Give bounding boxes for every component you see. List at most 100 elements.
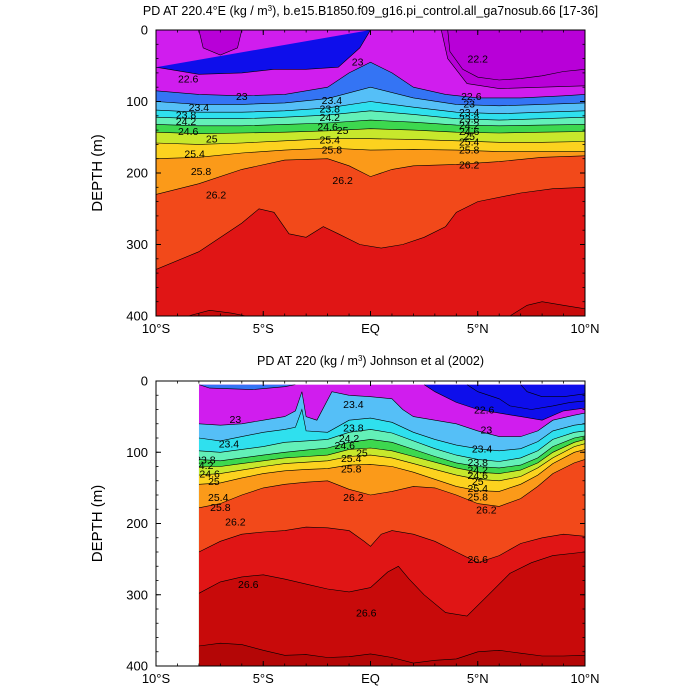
panel-2-contour-label: 23 bbox=[480, 424, 492, 436]
panel-2-contour-23 bbox=[198, 384, 296, 390]
panel-1-y-tick-label: 100 bbox=[126, 94, 148, 109]
panel-1-fill-22.6 bbox=[156, 30, 371, 75]
panel-2-contour-label: 23.8 bbox=[343, 422, 364, 434]
panel-2-contour-label: 23.4 bbox=[343, 399, 364, 411]
panel-1-contour-24.2 bbox=[156, 110, 585, 121]
panel-2-x-tick-label: EQ bbox=[361, 671, 380, 686]
panel-2-contour-label: 25 bbox=[472, 476, 484, 488]
panel-1-x-tick-label: EQ bbox=[361, 321, 380, 336]
panel-2-contour-label: 26.2 bbox=[225, 516, 246, 528]
panel-2-contour-24.2 bbox=[198, 429, 585, 462]
panel-2-contour-label: 24.6 bbox=[199, 469, 220, 481]
panel-2-contour-label: 24.2 bbox=[193, 460, 214, 472]
panel-2-contour-label: 25.8 bbox=[341, 464, 362, 476]
panel-1-contour-label: 23.8 bbox=[459, 114, 480, 126]
panel-1-contour-label: 26.2 bbox=[332, 175, 353, 187]
panel-1-fill-27 bbox=[188, 310, 247, 316]
panel-2-contour-25 bbox=[198, 439, 585, 474]
panel-1-contour-extra-27 bbox=[509, 301, 585, 316]
panel-2-contour-label: 26.6 bbox=[356, 608, 377, 620]
panel-1-contour-label: 23.8 bbox=[320, 104, 341, 116]
panel-1-contour-label: 23.4 bbox=[189, 102, 210, 114]
panel-1-contour-label: 24.2 bbox=[320, 112, 341, 124]
panel-1-contour-label: 26.2 bbox=[206, 189, 227, 201]
panel-1-contour-label: 25 bbox=[206, 134, 218, 146]
panel-1-contour-22.2 bbox=[198, 30, 243, 56]
panel-2-contour-label: 25.4 bbox=[208, 492, 229, 504]
panel-2-contour-26.2 bbox=[198, 459, 585, 509]
panel-2-contour-22.6 bbox=[466, 384, 585, 410]
panel-1-contour-label: 23 bbox=[236, 91, 248, 103]
panel-1-contour-26.2 bbox=[156, 155, 585, 195]
panel-1-contour-label: 24.6 bbox=[459, 126, 480, 138]
panel-1-contour-24.6 bbox=[156, 119, 585, 127]
panel-1-x-tick-label: 5°N bbox=[467, 321, 489, 336]
panel-1-x-tick-label: 5°S bbox=[253, 321, 274, 336]
panel-2-fill-27.4 bbox=[198, 643, 585, 666]
panel-1-contour-label: 22.2 bbox=[468, 54, 489, 66]
panel-1-contour-25.4 bbox=[156, 138, 585, 145]
panel-1-contour-label: 24.2 bbox=[459, 120, 480, 132]
panel-2-contour-label: 26.6 bbox=[238, 579, 259, 591]
panel-2-contour-label: 23.4 bbox=[219, 439, 240, 451]
panel-2: 2323.423.824.224.62525.425.826.223.423.8… bbox=[89, 354, 600, 687]
panel-2-x-tick-label: 5°N bbox=[467, 671, 489, 686]
panel-1-contour-label: 23 bbox=[463, 99, 475, 111]
panel-2-contour-label: 23.4 bbox=[472, 444, 493, 456]
panel-2-contour-24.6 bbox=[198, 435, 585, 469]
panel-2-contour-22.2 bbox=[520, 384, 585, 398]
panel-1-y-tick-label: 200 bbox=[126, 166, 148, 181]
panel-1-y-axis-label: DEPTH (m) bbox=[89, 134, 106, 212]
panel-2-contour-label: 23.8 bbox=[195, 454, 216, 466]
panel-1-contour-label: 24.2 bbox=[176, 116, 197, 128]
panel-2-contour-label: 23 bbox=[230, 414, 242, 426]
panel-1-contour-label: 25.4 bbox=[320, 134, 341, 146]
panel-1-contour-23.4 bbox=[156, 86, 585, 107]
panel-2-contour-label: 24.6 bbox=[335, 440, 356, 452]
panel-2-y-tick-label: 0 bbox=[141, 374, 148, 389]
panel-2-contour-label: 25.4 bbox=[468, 483, 489, 495]
panel-2-x-tick-label: 5°S bbox=[253, 671, 274, 686]
panel-1-contour-25.8 bbox=[156, 147, 585, 159]
panel-2-contour-label: 24.2 bbox=[339, 433, 360, 445]
panel-1-contour-label: 25.4 bbox=[184, 149, 205, 161]
panel-1-contour-label: 25 bbox=[463, 131, 475, 143]
panel-2-contour-27.4 bbox=[198, 642, 585, 664]
panel-2-x-tick-label: 10°S bbox=[142, 671, 171, 686]
panel-1-contour-23 bbox=[156, 61, 585, 99]
panel-1-contour-26.6 bbox=[156, 187, 585, 270]
panel-1-contour-label: 23.8 bbox=[176, 109, 197, 121]
panel-1-contour-22.6 bbox=[156, 30, 371, 75]
panel-2-contour-label: 25.8 bbox=[210, 502, 231, 514]
panel-2-field: 2323.423.824.224.62525.425.826.223.423.8… bbox=[193, 384, 585, 666]
panel-2-contour-label: 23.8 bbox=[468, 457, 489, 469]
panel-2-contour-label: 25.8 bbox=[468, 491, 489, 503]
panel-1-contour-label: 25.8 bbox=[459, 144, 480, 156]
panel-1-contour-label: 25.8 bbox=[322, 144, 343, 156]
panel-1-fill-extra-22.6 bbox=[441, 30, 585, 89]
panel-2-contour-label: 26.6 bbox=[468, 554, 489, 566]
panel-1-contour-label: 25.8 bbox=[191, 166, 212, 178]
panel-1-contour-extra-22.2 bbox=[447, 30, 585, 81]
panel-1-contour-extra-22.6 bbox=[441, 30, 585, 89]
panel-2-title: PD AT 220 (kg / m3) Johnson et al (2002) bbox=[257, 354, 484, 369]
panel-1-contour-label: 26.2 bbox=[459, 159, 480, 171]
panel-1-y-tick-label: 0 bbox=[141, 23, 148, 38]
panel-1-contour-label: 23.4 bbox=[322, 95, 343, 107]
panel-2-contour-23.8 bbox=[198, 408, 585, 452]
panel-1-y-tick-label: 400 bbox=[126, 309, 148, 324]
panel-2-contour-25.4 bbox=[198, 443, 585, 482]
panel-2-contour-27 bbox=[198, 551, 585, 617]
panel-2-contour-26.6 bbox=[198, 526, 585, 564]
panel-2-contour-label: 24.2 bbox=[468, 464, 489, 476]
panel-2-y-tick-label: 100 bbox=[126, 445, 148, 460]
panel-1-x-tick-label: 10°N bbox=[570, 321, 599, 336]
panel-2-y-tick-label: 400 bbox=[126, 659, 148, 674]
panel-2-y-tick-label: 200 bbox=[126, 516, 148, 531]
panel-2-contour-label: 24.6 bbox=[468, 470, 489, 482]
panel-1-contour-label: 22.6 bbox=[178, 74, 199, 86]
panel-2-y-axis-label: DEPTH (m) bbox=[89, 485, 106, 563]
panel-2-y-tick-label: 300 bbox=[126, 587, 148, 602]
